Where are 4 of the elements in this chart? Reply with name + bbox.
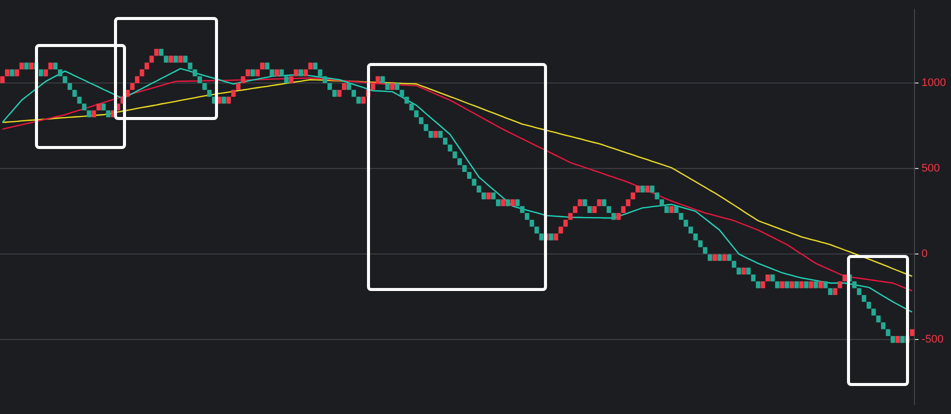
y-tick-label: 1000 (922, 77, 946, 90)
y-tick-label: -500 (922, 333, 944, 346)
y-tick-label: 0 (922, 248, 928, 260)
y-tick-label: 500 (922, 162, 940, 175)
